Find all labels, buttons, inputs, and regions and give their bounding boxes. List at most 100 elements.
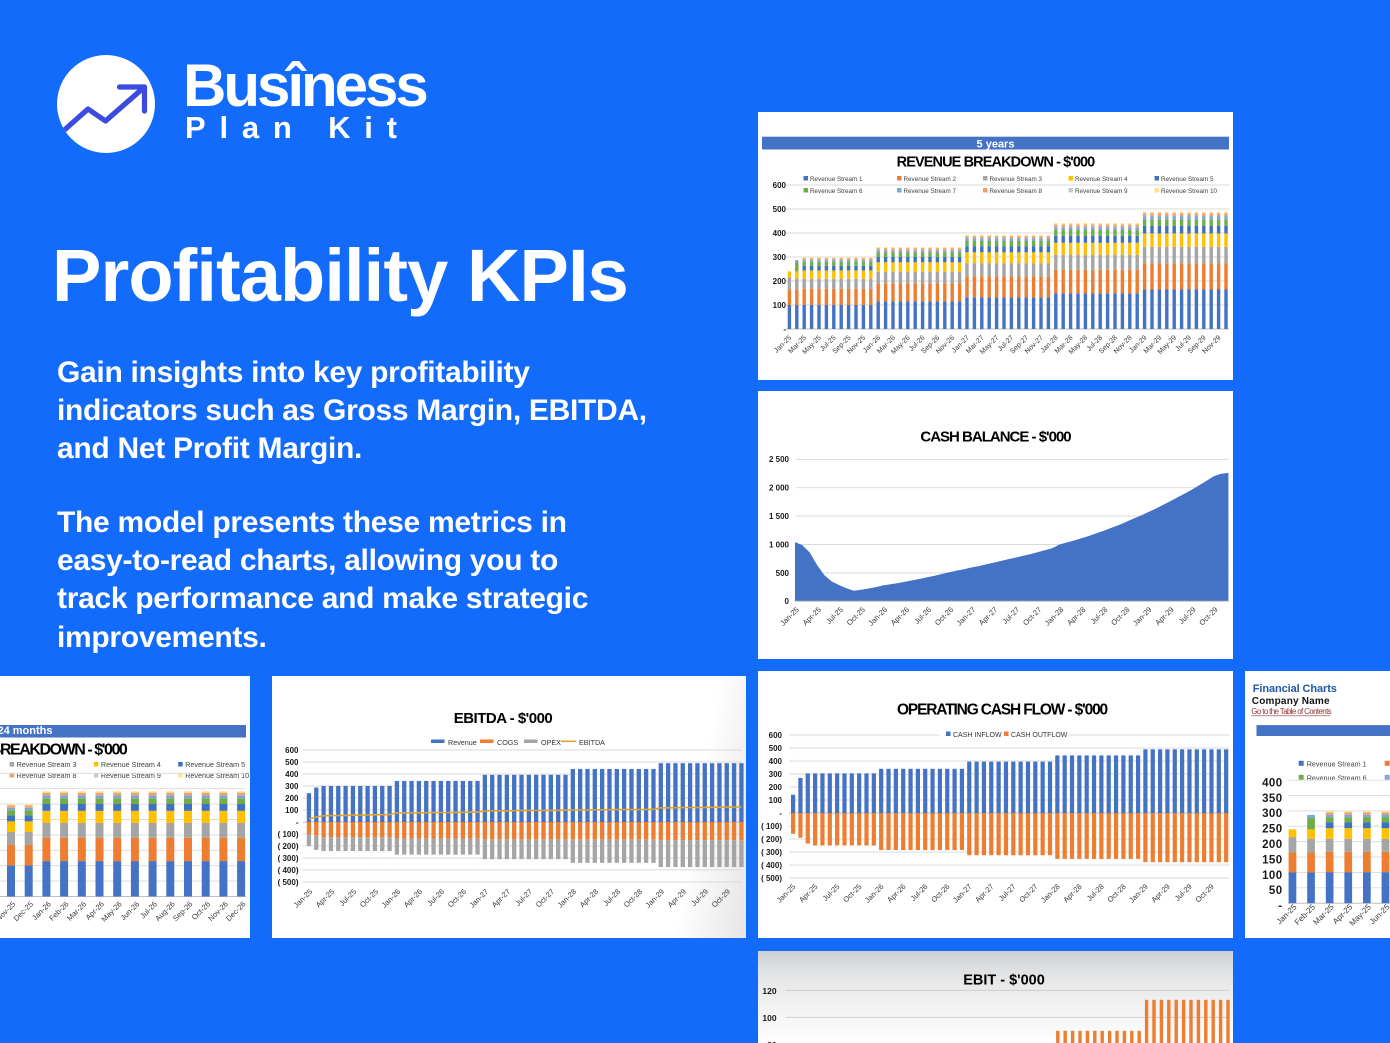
svg-text:Jul-26: Jul-26	[425, 887, 446, 908]
svg-text:2 500: 2 500	[769, 455, 790, 464]
svg-text:Oct-27: Oct-27	[534, 887, 556, 909]
svg-text:Financial Charts: Financial Charts	[1253, 683, 1337, 695]
svg-text:Revenue: Revenue	[448, 738, 477, 747]
svg-text:Revenue Stream 6: Revenue Stream 6	[810, 188, 863, 195]
svg-text:Revenue Stream 10: Revenue Stream 10	[1161, 188, 1218, 195]
svg-text:1 500: 1 500	[769, 512, 790, 521]
svg-text:1 000: 1 000	[769, 540, 790, 549]
svg-text:400: 400	[773, 229, 787, 238]
svg-text:Revenue Stream 8: Revenue Stream 8	[17, 771, 77, 780]
svg-text:Revenue Stream 6: Revenue Stream 6	[1307, 773, 1367, 782]
svg-text:CASH INFLOW: CASH INFLOW	[953, 732, 1002, 739]
svg-text:Jan-25: Jan-25	[292, 887, 315, 910]
svg-text:200: 200	[769, 783, 783, 792]
svg-text:600: 600	[769, 731, 783, 740]
svg-text:Jan-28: Jan-28	[556, 887, 579, 910]
svg-text:-: -	[779, 809, 782, 818]
svg-text:( 300): ( 300)	[278, 854, 299, 863]
svg-text:Oct-28: Oct-28	[622, 887, 644, 909]
svg-text:Jul-28: Jul-28	[601, 887, 622, 908]
svg-text:Apr-25: Apr-25	[314, 887, 336, 909]
svg-text:Jul-27: Jul-27	[513, 887, 534, 908]
svg-text:200: 200	[1262, 839, 1282, 851]
svg-text:300: 300	[769, 770, 783, 779]
svg-text:500: 500	[769, 744, 783, 753]
svg-text:100: 100	[762, 1013, 776, 1023]
svg-text:Apr-28: Apr-28	[578, 887, 600, 909]
svg-text:Revenue Stream 9: Revenue Stream 9	[101, 771, 161, 780]
svg-text:Company Name: Company Name	[1252, 696, 1330, 707]
svg-text:( 500): ( 500)	[761, 874, 782, 883]
svg-text:( 200): ( 200)	[761, 835, 782, 844]
svg-text:50: 50	[1269, 885, 1283, 897]
svg-text:Jul-29: Jul-29	[689, 887, 710, 908]
svg-text:( 100): ( 100)	[278, 830, 299, 839]
svg-text:500: 500	[773, 205, 787, 214]
svg-text:( 400): ( 400)	[761, 861, 782, 870]
svg-text:400: 400	[1262, 778, 1282, 790]
svg-text:( 400): ( 400)	[278, 866, 299, 875]
svg-text:Apr-29: Apr-29	[666, 887, 688, 909]
svg-text:100: 100	[1262, 870, 1282, 882]
svg-text:Revenue Stream 4: Revenue Stream 4	[101, 760, 161, 769]
svg-text:200: 200	[773, 277, 787, 286]
svg-text:300: 300	[773, 253, 787, 262]
svg-text:Revenue Stream 10: Revenue Stream 10	[185, 771, 249, 780]
svg-text:400: 400	[285, 770, 299, 779]
svg-text:OPERATING CASH FLOW - $'000: OPERATING CASH FLOW - $'000	[897, 702, 1108, 719]
svg-text:100: 100	[769, 796, 783, 805]
svg-text:Revenue Stream 3: Revenue Stream 3	[17, 760, 77, 769]
svg-text:600: 600	[285, 746, 299, 755]
svg-text:Jan-26: Jan-26	[380, 887, 403, 910]
svg-text:( 500): ( 500)	[278, 878, 299, 887]
svg-text:OPEX: OPEX	[541, 738, 561, 747]
svg-text:500: 500	[776, 569, 790, 578]
svg-text:Revenue Stream 9: Revenue Stream 9	[1075, 188, 1128, 195]
svg-text:Jan-27: Jan-27	[468, 887, 491, 910]
svg-text:Revenue Stream 8: Revenue Stream 8	[990, 188, 1043, 195]
svg-text:Jul-25: Jul-25	[337, 887, 358, 908]
svg-text:Revenue Stream 5: Revenue Stream 5	[1161, 176, 1214, 183]
svg-text:Revenue Stream 1: Revenue Stream 1	[1307, 759, 1367, 768]
svg-text:-: -	[1278, 901, 1282, 913]
svg-text:CASH OUTFLOW: CASH OUTFLOW	[1011, 732, 1068, 739]
svg-text:EBITDA: EBITDA	[579, 738, 605, 747]
svg-text:150: 150	[1262, 854, 1282, 866]
svg-text:200: 200	[285, 794, 299, 803]
svg-text:120: 120	[762, 986, 776, 996]
svg-text:500: 500	[285, 758, 299, 767]
svg-text:600: 600	[773, 181, 787, 190]
svg-text:300: 300	[1262, 808, 1282, 820]
svg-text:Revenue Stream 4: Revenue Stream 4	[1075, 176, 1128, 183]
svg-text:-: -	[296, 818, 299, 827]
svg-text:CASH BALANCE - $'000: CASH BALANCE - $'000	[920, 429, 1071, 446]
svg-text:24 months: 24 months	[0, 725, 53, 737]
svg-text:Go to the Table of Contents: Go to the Table of Contents	[1251, 707, 1331, 716]
svg-text:REVENUE BREAKDOWN - $'000: REVENUE BREAKDOWN - $'000	[0, 742, 128, 759]
svg-text:Revenue Stream 2: Revenue Stream 2	[904, 176, 957, 183]
svg-text:Revenue Stream 7: Revenue Stream 7	[904, 188, 957, 195]
svg-text:( 200): ( 200)	[278, 842, 299, 851]
svg-text:2 000: 2 000	[769, 484, 790, 493]
svg-text:100: 100	[285, 806, 299, 815]
svg-text:Oct-29: Oct-29	[710, 887, 732, 909]
svg-text:Revenue Stream 1: Revenue Stream 1	[810, 176, 863, 183]
svg-text:EBITDA - $'000: EBITDA - $'000	[454, 710, 553, 727]
svg-text:250: 250	[1262, 824, 1282, 836]
svg-text:( 300): ( 300)	[761, 848, 782, 857]
svg-text:0: 0	[785, 597, 790, 606]
svg-text:Apr-26: Apr-26	[402, 887, 424, 909]
svg-text:Revenue Stream 3: Revenue Stream 3	[990, 176, 1043, 183]
svg-text:COGS: COGS	[497, 738, 518, 747]
svg-text:EBIT - $'000: EBIT - $'000	[963, 973, 1045, 989]
svg-text:Jan-29: Jan-29	[643, 887, 666, 910]
svg-text:Apr-27: Apr-27	[490, 887, 512, 909]
svg-text:100: 100	[773, 301, 787, 310]
svg-text:Oct-26: Oct-26	[446, 887, 468, 909]
svg-text:Oct-25: Oct-25	[358, 887, 380, 909]
svg-text:-: -	[783, 325, 786, 334]
svg-text:Revenue Stream 5: Revenue Stream 5	[185, 760, 245, 769]
svg-text:( 100): ( 100)	[761, 822, 782, 831]
svg-text:350: 350	[1262, 793, 1282, 805]
svg-text:400: 400	[769, 757, 783, 766]
